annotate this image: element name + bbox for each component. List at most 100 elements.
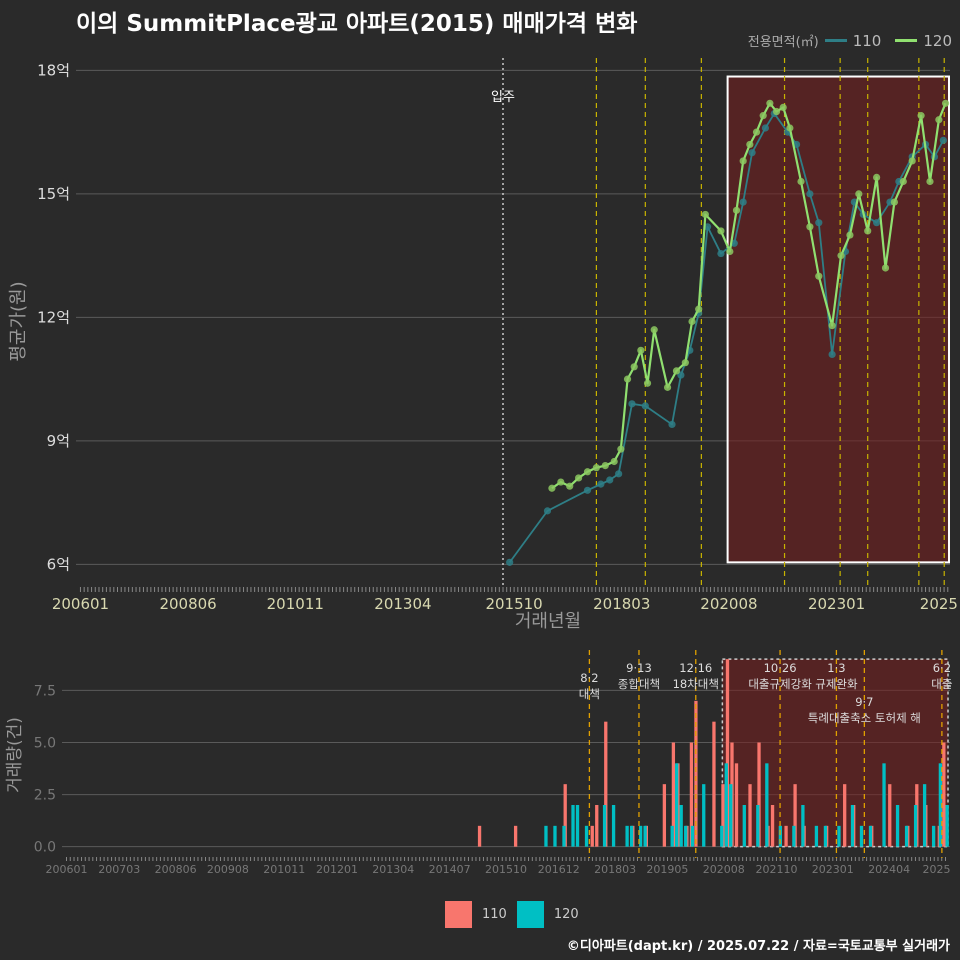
bar-120: [575, 805, 580, 847]
bar-120: [938, 763, 943, 847]
bar-110: [721, 784, 725, 847]
bar-120: [823, 825, 828, 847]
policy-label-detail: 특례대출축소 토허제 해: [808, 711, 921, 725]
bar-x-tick-label: 201510: [485, 863, 527, 876]
legend-label-110: 110: [852, 31, 882, 50]
bar-x-tick-label: 201201: [316, 863, 358, 876]
bar-120: [571, 805, 575, 847]
data-point-110: [615, 470, 623, 478]
data-point-110: [668, 420, 676, 429]
bar-110: [513, 825, 518, 847]
data-point-120: [623, 375, 632, 383]
legend-line-120: [895, 39, 918, 42]
bar-120: [931, 825, 936, 847]
bar-120: [904, 825, 909, 847]
policy-label: 12·16: [679, 661, 712, 675]
bar-120: [792, 825, 796, 847]
bar-120: [945, 805, 949, 847]
bar-y-tick-label: 0.0: [34, 840, 56, 856]
policy-label-detail: 규제완화: [815, 677, 858, 691]
data-point-120: [752, 128, 761, 136]
bar-y-tick-label: 2.5: [34, 788, 56, 804]
bar-x-tick-label: 201905: [646, 863, 688, 876]
bar-x-tick-label: 200806: [155, 863, 197, 876]
bar-120: [724, 763, 728, 847]
data-point-120: [601, 462, 609, 470]
data-point-120: [575, 474, 583, 482]
legend-label-bar-110: 110: [482, 907, 507, 922]
bar-x-tick-label: 200908: [207, 863, 249, 876]
bar-x-tick-label: 201612: [538, 863, 580, 876]
y-tick-label: 12억: [37, 308, 70, 326]
data-point-120: [672, 367, 681, 375]
data-point-110: [583, 486, 592, 494]
bar-120: [720, 825, 724, 847]
x-tick-label: 201510: [485, 595, 542, 613]
data-point-110: [606, 476, 614, 484]
data-point-110: [543, 507, 552, 515]
bar-110: [595, 805, 599, 847]
bar-110: [793, 784, 797, 847]
data-point-110: [506, 558, 514, 566]
policy-label: 8·2: [580, 671, 598, 685]
data-point-120: [637, 346, 645, 354]
bar-110: [662, 784, 667, 847]
data-point-120: [759, 112, 767, 120]
y-axis-title: 평균가(원): [8, 281, 29, 361]
bar-120: [690, 825, 695, 847]
policy-label-detail: 대출규제강화: [748, 677, 812, 691]
bar-y-tick-label: 7.5: [34, 683, 56, 699]
bar-120: [895, 805, 900, 847]
bar-120: [913, 805, 918, 847]
data-point-110: [806, 190, 814, 198]
data-point-110: [703, 223, 712, 231]
bar-120: [611, 805, 616, 847]
bar-x-tick-label: 202110: [755, 863, 797, 876]
x-tick-label: 2025: [920, 595, 958, 613]
data-point-110: [761, 124, 770, 132]
x-tick-label: 202301: [808, 595, 865, 613]
bar-x-tick-label: 202008: [703, 863, 745, 876]
policy-label: 10·26: [764, 661, 797, 675]
data-point-120: [935, 116, 943, 124]
bar-120: [922, 784, 927, 847]
bar-120: [670, 825, 674, 847]
bar-120: [837, 825, 841, 847]
data-point-120: [583, 468, 592, 476]
data-point-120: [786, 124, 794, 132]
bar-120: [729, 784, 733, 847]
bar-110: [734, 763, 739, 847]
data-point-120: [941, 99, 950, 107]
bar-x-tick-label: 202404: [868, 863, 910, 876]
data-point-110: [739, 198, 747, 206]
data-point-120: [630, 363, 638, 371]
bar-110: [590, 825, 594, 847]
data-point-120: [688, 317, 696, 326]
bar-120: [638, 825, 643, 847]
bar-x-tick-label: 201011: [263, 863, 305, 876]
data-point-110: [628, 400, 636, 408]
data-point-120: [766, 99, 774, 107]
bar-120: [742, 805, 746, 847]
bar-120: [602, 805, 607, 847]
data-point-120: [772, 107, 781, 116]
data-point-120: [899, 177, 907, 186]
legend-label-bar-120: 120: [553, 907, 579, 922]
data-point-120: [837, 252, 845, 260]
bar-110: [563, 784, 567, 847]
data-point-110: [873, 219, 881, 227]
data-point-120: [739, 157, 747, 165]
data-point-120: [643, 379, 652, 387]
bar-110: [843, 784, 847, 847]
policy-label-detail: 18차대책: [673, 677, 719, 691]
bar-x-tick-label: 201407: [429, 863, 471, 876]
legend-title: 전용면적(㎡): [747, 35, 819, 50]
data-point-110: [828, 350, 836, 359]
x-tick-label: 201304: [374, 595, 431, 613]
bar-110: [784, 825, 788, 847]
data-point-110: [748, 149, 756, 157]
bar-110: [748, 784, 752, 847]
bar-y-tick-label: 5.0: [34, 736, 56, 752]
bar-110: [694, 700, 698, 847]
x-axis-title: 거래년월: [515, 611, 581, 632]
